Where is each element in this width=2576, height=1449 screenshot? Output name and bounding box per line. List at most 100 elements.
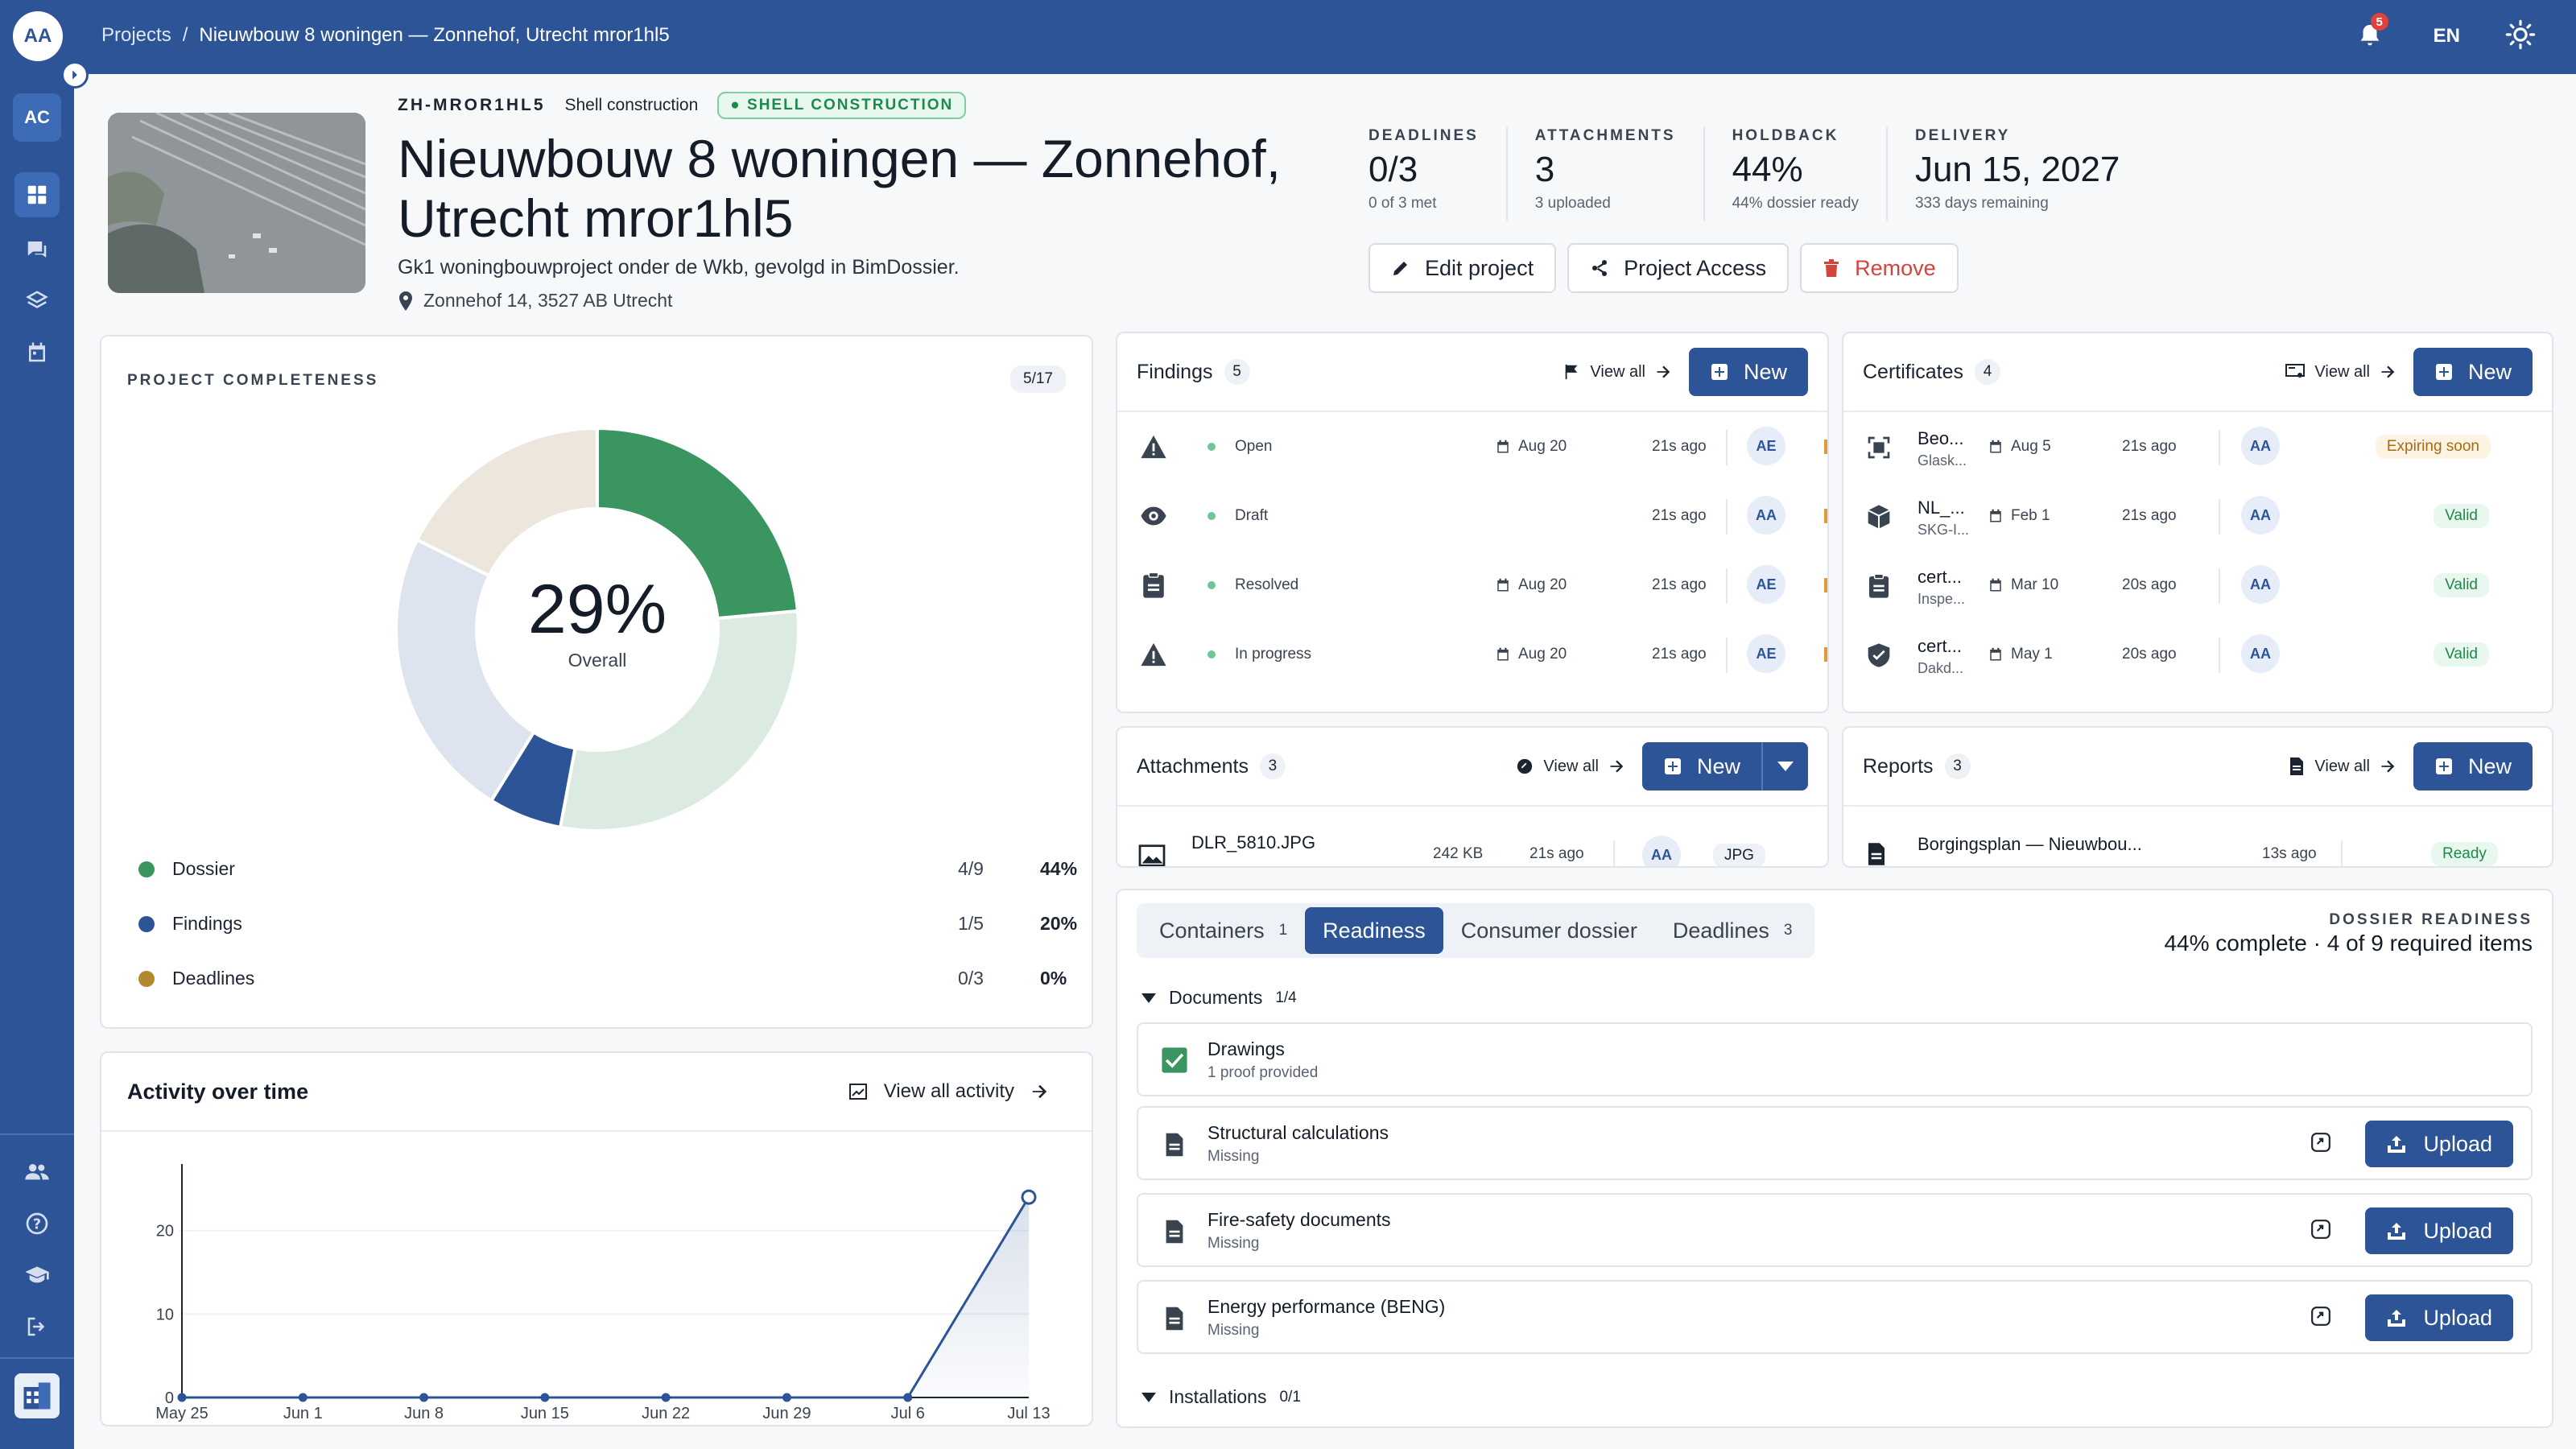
activity-point[interactable] [177, 1393, 187, 1402]
sidebar-item-logout[interactable] [14, 1304, 60, 1349]
attachments-view-all-link[interactable]: View all [1516, 758, 1624, 776]
certificates-view-all-link[interactable]: View all [2285, 363, 2396, 382]
link-icon[interactable] [2310, 1219, 2331, 1240]
section-installations-toggle[interactable]: Installations 0/1 [1141, 1386, 1301, 1408]
finding-row[interactable]: In progress Aug 20 21s ago AE [1117, 620, 1827, 689]
upload-button[interactable]: Upload [2365, 1294, 2513, 1341]
button-label: Upload [2423, 1305, 2492, 1330]
requirement-row-drawings[interactable]: Drawings 1 proof provided [1137, 1022, 2533, 1096]
certificate-row[interactable]: NL_... SKG-I... Feb 1 21s ago AA Valid [1843, 481, 2552, 551]
breadcrumb-separator: / [182, 24, 188, 46]
activity-point[interactable] [661, 1393, 671, 1402]
upload-icon [2388, 1310, 2406, 1327]
new-attachment-button[interactable]: New [1641, 742, 1761, 791]
sidebar-item-layers[interactable] [14, 279, 60, 324]
finding-status: Draft [1208, 507, 1268, 525]
upload-button[interactable]: Upload [2365, 1208, 2513, 1254]
sidebar-item-dashboard[interactable] [14, 172, 60, 217]
sidebar-item-help[interactable]: ? [14, 1201, 60, 1246]
assignee-avatar: AE [1747, 427, 1785, 465]
tab-containers[interactable]: Containers 1 [1141, 907, 1305, 954]
calendar-icon [1990, 647, 2001, 661]
grid-icon [27, 185, 47, 204]
new-finding-button[interactable]: New [1688, 348, 1808, 396]
button-label: New [1743, 359, 1787, 384]
sidebar-item-academy[interactable] [14, 1253, 60, 1298]
theme-toggle-button[interactable] [2505, 19, 2536, 54]
activity-point[interactable] [298, 1393, 308, 1402]
finding-row[interactable]: Open Aug 20 21s ago AE [1117, 412, 1827, 481]
sidebar-item-messages[interactable] [14, 227, 60, 272]
edit-project-button[interactable]: Edit project [1368, 243, 1557, 293]
finding-row[interactable]: Draft 21s ago AA [1117, 481, 1827, 551]
remove-project-button[interactable]: Remove [1800, 243, 1959, 293]
legend-row-dossier: Dossier 4/9 44% [138, 858, 1077, 880]
finding-updated-ago: 21s ago [1652, 576, 1707, 593]
attachment-row[interactable]: DLR_5810.JPG 242 KB 21s ago AA JPG [1117, 807, 1827, 866]
new-attachment-dropdown-button[interactable] [1761, 742, 1808, 791]
activity-point[interactable] [782, 1393, 791, 1402]
finding-due-date: Aug 20 [1496, 576, 1567, 594]
tab-label: Containers [1159, 918, 1265, 943]
activity-point[interactable] [419, 1393, 429, 1402]
certificate-row[interactable]: cert... Dakd... May 1 20s ago AA Valid [1843, 620, 2552, 689]
user-avatar[interactable]: AA [13, 11, 63, 61]
certificate-row[interactable]: Beo... Glask... Aug 5 21s ago AA Expirin… [1843, 412, 2552, 481]
project-access-button[interactable]: Project Access [1567, 243, 1790, 293]
organization-switcher[interactable]: AC [13, 93, 61, 142]
view-all-activity-link[interactable]: View all activity [848, 1080, 1048, 1103]
layers-icon [26, 291, 48, 308]
certificate-updated-ago: 21s ago [2122, 438, 2177, 455]
certificate-status-badge: Valid [2434, 504, 2489, 528]
section-documents-toggle[interactable]: Documents 1/4 [1141, 987, 1297, 1009]
clipboard-icon [1143, 572, 1164, 598]
link-label: View all activity [883, 1080, 1014, 1102]
report-created-ago: 13s ago [2262, 845, 2317, 862]
sidebar-collapse-toggle[interactable] [61, 61, 89, 89]
sidebar-item-team[interactable] [14, 1150, 60, 1195]
certificate-expiry-date: Aug 5 [1988, 438, 2051, 456]
owner-avatar: AA [2241, 634, 2280, 673]
language-switcher[interactable]: EN [2433, 25, 2460, 47]
arrow-right-icon [1032, 1084, 1047, 1099]
stat-sub: 0 of 3 met [1368, 195, 1437, 212]
findings-view-all-link[interactable]: View all [1563, 363, 1671, 382]
upload-button[interactable]: Upload [2365, 1121, 2513, 1167]
link-icon[interactable] [2310, 1132, 2331, 1153]
arrow-right-icon [1610, 760, 1624, 773]
requirement-row-fire-safety: Fire-safety documents Missing Upload [1137, 1193, 2533, 1267]
row-separator [1726, 430, 1728, 465]
finding-due-date: Aug 20 [1496, 646, 1567, 663]
activity-point[interactable] [903, 1393, 913, 1402]
tab-deadlines[interactable]: Deadlines 3 [1655, 907, 1810, 954]
activity-point[interactable] [1021, 1189, 1037, 1205]
reports-view-all-link[interactable]: View all [2289, 757, 2396, 776]
sidebar-item-calendar[interactable] [14, 330, 60, 375]
stat-value: Jun 15, 2027 [1914, 150, 2120, 189]
tab-readiness[interactable]: Readiness [1305, 907, 1443, 954]
activity-point[interactable] [540, 1393, 550, 1402]
certificate-issuer: Inspe... [1918, 591, 1966, 607]
report-name: Borgingsplan — Nieuwbou... [1918, 834, 2142, 854]
donut-segment-findings-remaining [394, 537, 536, 803]
upload-icon [2388, 1136, 2406, 1153]
finding-row[interactable]: Resolved Aug 20 21s ago AE [1117, 551, 1827, 620]
certificate-name: cert... [1918, 636, 1963, 656]
report-row[interactable]: Borgingsplan — Nieuwbou... 13s ago Ready [1843, 807, 2552, 866]
stat-deadlines: DEADLINES 0/3 0 of 3 met [1368, 127, 1508, 221]
tab-consumer-dossier[interactable]: Consumer dossier [1443, 907, 1655, 954]
phase-badge: ● SHELL CONSTRUCTION [717, 92, 967, 119]
new-certificate-button[interactable]: New [2413, 348, 2533, 396]
notifications-button[interactable]: 5 [2351, 13, 2388, 55]
breadcrumb-projects-link[interactable]: Projects [101, 24, 171, 46]
new-report-button[interactable]: New [2413, 742, 2533, 791]
finding-status: In progress [1208, 646, 1311, 663]
certificate-issuer: SKG-I... [1918, 522, 1970, 538]
link-icon[interactable] [2310, 1306, 2331, 1327]
caret-down-icon [1141, 1392, 1156, 1402]
certificate-row[interactable]: cert... Inspe... Mar 10 20s ago AA Valid [1843, 551, 2552, 620]
project-completeness-card: PROJECT COMPLETENESS 5/17 29% Overall Do… [100, 335, 1093, 1029]
x-tick-label: Jun 22 [642, 1405, 690, 1422]
dossier-readiness-summary: 44% complete · 4 of 9 required items [2164, 931, 2533, 956]
uploader-avatar: AA [1642, 836, 1681, 866]
